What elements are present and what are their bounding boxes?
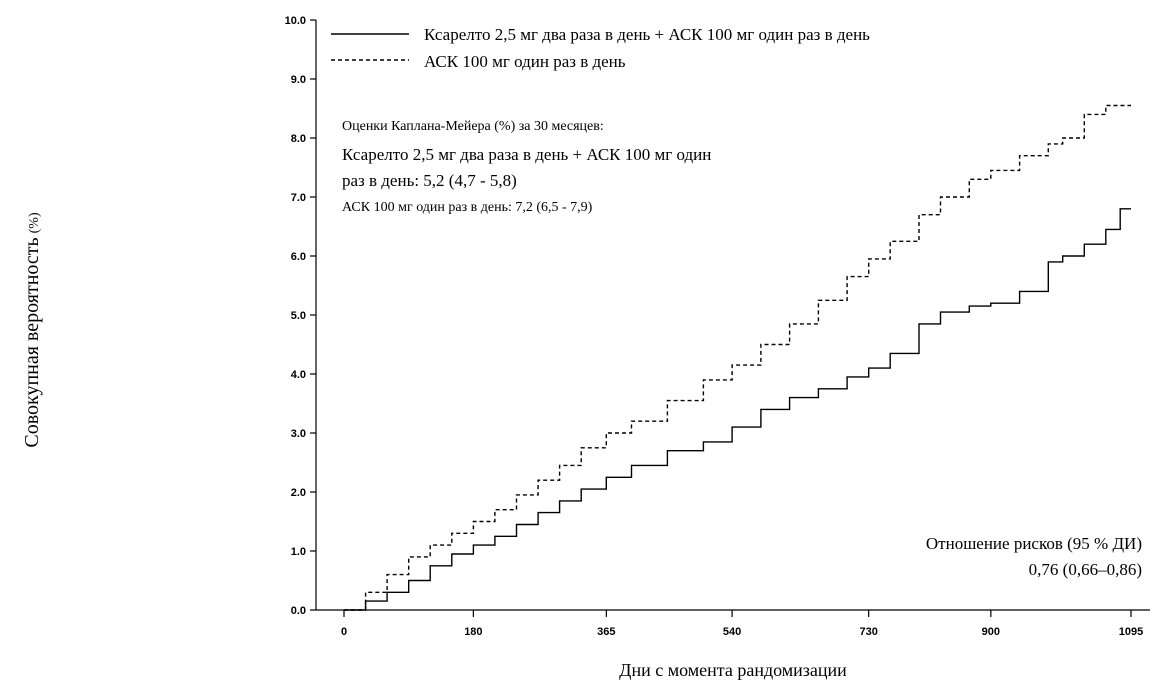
y-axis-label-unit: (%)	[27, 212, 42, 233]
km-title: Оценки Каплана-Мейера (%) за 30 месяцев:	[342, 119, 604, 134]
y-tick-label: 4.0	[291, 369, 306, 381]
series-line-ask	[344, 104, 1131, 611]
x-tick-label: 1095	[1119, 626, 1143, 638]
axes	[315, 20, 1150, 611]
y-tick-label: 7.0	[291, 192, 306, 204]
x-ticks: 0 180 365 540 730 900 1095	[341, 610, 1143, 638]
hazard-ratio-annotation: Отношение рисков (95 % ДИ) 0,76 (0,66–0,…	[926, 534, 1142, 579]
x-tick-label: 0	[341, 626, 347, 638]
series-lines	[344, 104, 1131, 611]
km-annotation: Оценки Каплана-Мейера (%) за 30 месяцев:…	[342, 119, 711, 215]
y-tick-label: 0.0	[291, 605, 306, 617]
y-tick-label: 2.0	[291, 487, 306, 499]
x-axis-label: Дни с момента рандомизации	[619, 660, 847, 680]
y-ticks: 0.0 1.0 2.0 3.0 4.0 5.0 6.0 7.0 8.0 9.0 10.0	[285, 15, 316, 617]
legend-label-xarelto: Ксарелто 2,5 мг два раза в день + АСК 10…	[424, 25, 870, 44]
y-tick-label: 1.0	[291, 546, 306, 558]
km-line-2: раз в день: 5,2 (4,7 - 5,8)	[342, 171, 517, 190]
y-tick-label: 5.0	[291, 310, 306, 322]
x-tick-label: 730	[859, 626, 877, 638]
y-tick-label: 10.0	[285, 15, 306, 27]
y-tick-label: 9.0	[291, 74, 306, 86]
x-tick-label: 365	[597, 626, 615, 638]
y-tick-label: 6.0	[291, 251, 306, 263]
km-line-3: АСК 100 мг один раз в день: 7,2 (6,5 - 7…	[342, 200, 593, 215]
km-line-1: Ксарелто 2,5 мг два раза в день + АСК 10…	[342, 145, 711, 164]
y-axis-label-main: Совокупная вероятность	[21, 237, 43, 447]
legend-label-ask: АСК 100 мг один раз в день	[424, 52, 626, 71]
hr-title: Отношение рисков (95 % ДИ)	[926, 534, 1142, 553]
y-tick-label: 8.0	[291, 133, 306, 145]
y-tick-label: 3.0	[291, 428, 306, 440]
y-axis-label: Совокупная вероятность (%)	[21, 212, 43, 448]
series-line-xarelto	[344, 208, 1131, 611]
x-tick-label: 540	[723, 626, 741, 638]
x-tick-label: 900	[982, 626, 1000, 638]
x-tick-label: 180	[464, 626, 482, 638]
legend: Ксарелто 2,5 мг два раза в день + АСК 10…	[331, 25, 870, 71]
hr-value: 0,76 (0,66–0,86)	[1029, 560, 1142, 579]
